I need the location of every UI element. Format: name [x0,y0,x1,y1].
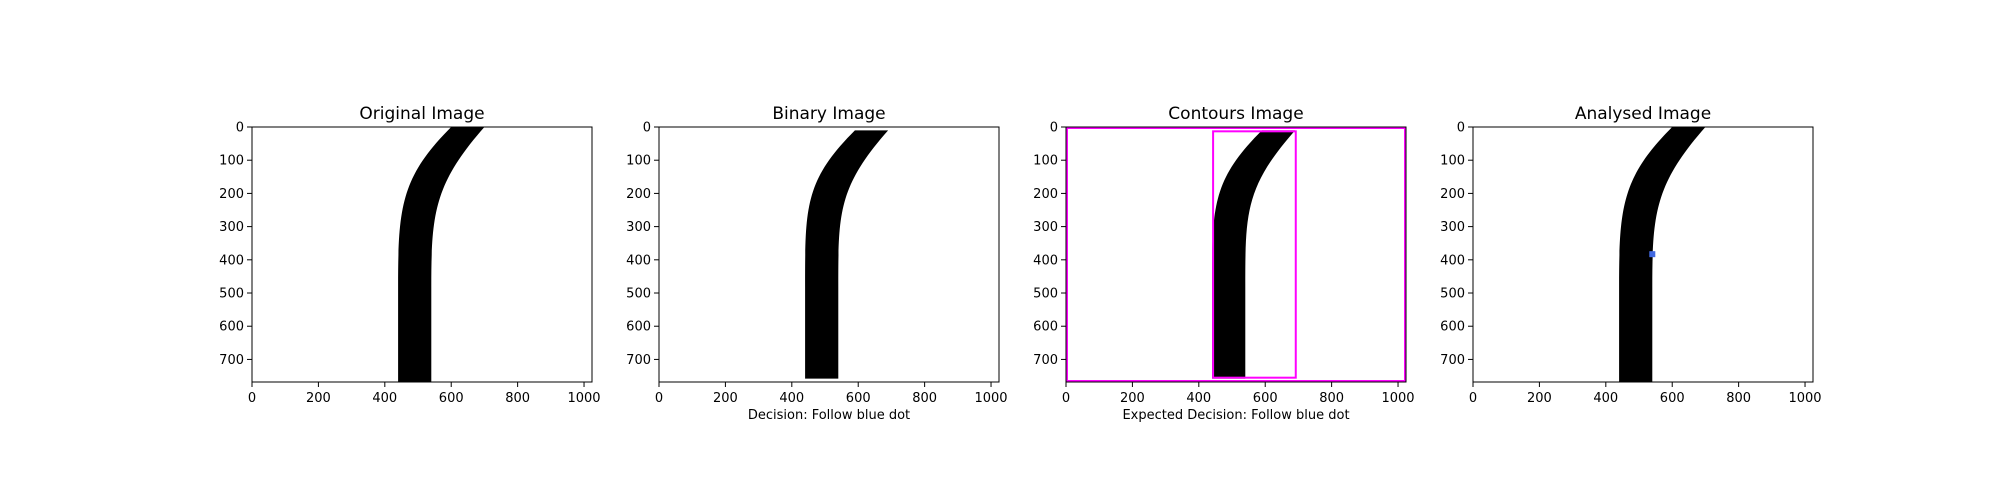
target-dot [1649,251,1656,258]
x-tick-label: 600 [1253,391,1278,406]
y-tick-label: 100 [219,154,244,169]
x-tick-label: 0 [1062,391,1070,406]
y-tick-label: 500 [1033,287,1058,302]
y-tick-label: 400 [219,253,244,268]
x-tick-label: 0 [1469,391,1477,406]
y-tick-label: 200 [1440,187,1465,202]
axes-frame [658,126,1000,383]
y-tick-label: 200 [219,187,244,202]
x-tick-label: 800 [1726,391,1751,406]
axes-frame [1065,126,1407,383]
y-tick-label: 500 [1440,287,1465,302]
x-tick-label: 600 [439,391,464,406]
x-tick-label: 1000 [1788,391,1821,406]
y-tick-label: 400 [626,253,651,268]
x-tick-label: 400 [1186,391,1211,406]
y-tick-label: 600 [219,320,244,335]
panel-3: 0 200 400 600 800 1000 0 100 200 300 400 500 600 700 C… [1033,104,1414,423]
y-tick-label: 100 [1033,154,1058,169]
axes-frame [251,126,593,383]
x-tick-label: 200 [713,391,738,406]
y-tick-label: 700 [1033,353,1058,368]
y-tick-label: 0 [236,121,244,136]
road-shape [398,127,485,382]
contour-box-2 [1212,130,1297,379]
x-tick-label: 0 [655,391,663,406]
y-tick-label: 700 [219,353,244,368]
decision-caption: Expected Decision: Follow blue dot [1122,408,1349,423]
x-tick-label: 400 [779,391,804,406]
x-tick-label: 400 [372,391,397,406]
panel-title: Analysed Image [1575,104,1711,124]
y-tick-label: 300 [219,220,244,235]
panel-4: 0 200 400 600 800 1000 0 100 200 300 400 500 600 700 A… [1440,104,1821,406]
y-tick-label: 300 [626,220,651,235]
panel-2: 0 200 400 600 800 1000 0 100 200 300 400 500 600 700 B… [626,104,1007,423]
x-tick-label: 200 [1120,391,1145,406]
y-tick-label: 400 [1440,253,1465,268]
x-tick-label: 1000 [974,391,1007,406]
y-tick-label: 600 [1033,320,1058,335]
x-tick-label: 1000 [1381,391,1414,406]
contour-box-1 [1066,127,1406,382]
x-tick-label: 600 [846,391,871,406]
panel-title: Binary Image [772,104,885,124]
road-shape [1619,127,1706,382]
panel-title: Contours Image [1168,104,1303,124]
x-tick-label: 800 [1319,391,1344,406]
x-tick-label: 200 [1527,391,1552,406]
panel-1: 0 200 400 600 800 1000 0 100 200 300 400 500 600 700 O… [219,104,600,406]
y-tick-label: 200 [1033,187,1058,202]
y-tick-label: 600 [1440,320,1465,335]
y-tick-label: 600 [626,320,651,335]
x-tick-label: 0 [248,391,256,406]
y-tick-label: 300 [1440,220,1465,235]
y-tick-label: 300 [1033,220,1058,235]
road-shape [805,130,889,379]
y-tick-label: 400 [1033,253,1058,268]
y-tick-label: 0 [1050,121,1058,136]
y-tick-label: 100 [1440,154,1465,169]
x-tick-label: 400 [1593,391,1618,406]
x-tick-label: 800 [912,391,937,406]
panel-title: Original Image [359,104,484,124]
y-tick-label: 500 [626,287,651,302]
x-tick-label: 800 [505,391,530,406]
x-tick-label: 200 [306,391,331,406]
y-tick-label: 700 [626,353,651,368]
y-tick-label: 0 [643,121,651,136]
y-tick-label: 700 [1440,353,1465,368]
y-tick-label: 100 [626,154,651,169]
y-tick-label: 200 [626,187,651,202]
road-shape [1212,130,1296,379]
axes-frame [1472,126,1814,383]
x-tick-label: 1000 [567,391,600,406]
x-tick-label: 600 [1660,391,1685,406]
y-tick-label: 500 [219,287,244,302]
y-tick-label: 0 [1457,121,1465,136]
decision-caption: Decision: Follow blue dot [748,408,910,423]
